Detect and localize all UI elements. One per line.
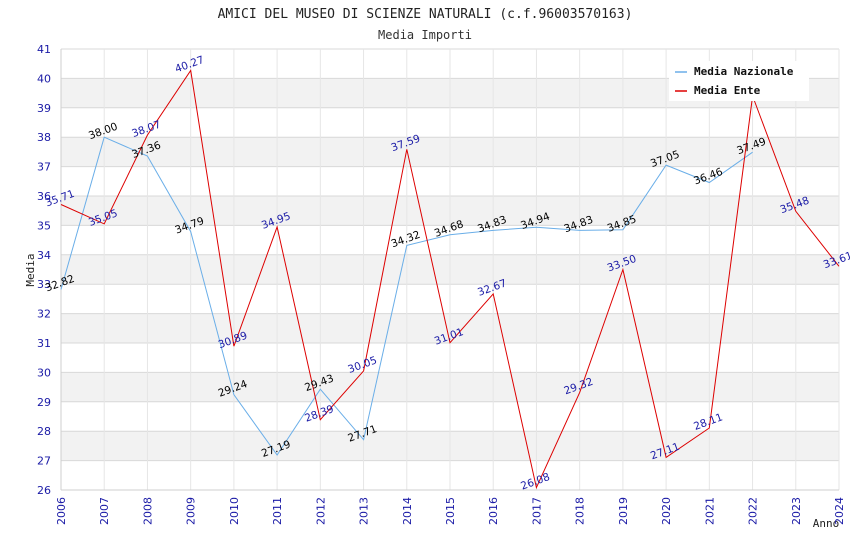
x-axis-label: Anno [813,517,840,530]
y-tick-label: 26 [37,484,51,497]
y-tick-label: 29 [37,396,51,409]
y-tick-label: 35 [37,219,51,232]
series-line-media-ente [60,69,840,490]
data-label: 26.08 [519,471,551,493]
x-tick-label: 2007 [98,497,111,525]
y-tick-label: 31 [37,337,51,350]
x-tick-label: 2006 [55,497,68,525]
x-tick-label: 2019 [617,497,630,525]
series-line-media-nazionale [60,136,753,456]
x-tick-label: 2022 [747,497,760,525]
x-tick-labels: 2006 2007 2008 2009 2010 2011 2012 2013 2014 2015… [55,497,846,525]
x-tick-label: 2017 [530,497,543,525]
y-tick-label: 40 [37,72,51,85]
legend: Media Nazionale Media Ente [669,61,809,101]
x-tick-label: 2023 [790,497,803,525]
y-tick-label: 28 [37,425,51,438]
x-tick-label: 2014 [401,497,414,525]
x-tick-label: 2010 [228,497,241,525]
x-tick-label: 2011 [271,497,284,525]
y-tick-label: 39 [37,102,51,115]
x-tick-label: 2018 [574,497,587,525]
x-tick-label: 2015 [444,497,457,525]
y-tick-label: 36 [37,190,51,203]
y-tick-label: 27 [37,455,51,468]
y-tick-label: 32 [37,308,51,321]
y-tick-label: 38 [37,131,51,144]
y-tick-labels: 26 27 28 29 30 31 32 33 34 35 36 37 38 39 40 41 [37,43,51,497]
x-tick-label: 2024 [833,497,846,525]
x-tick-label: 2013 [358,497,371,525]
chart-title: AMICI DEL MUSEO DI SCIENZE NATURALI (c.f… [218,7,633,22]
y-tick-label: 30 [37,366,51,379]
data-label: 34.32 [390,229,422,251]
series-lines [60,69,840,490]
y-axis-label: Media [24,253,37,286]
legend-label-media-ente: Media Ente [694,84,761,97]
legend-box [669,61,809,101]
x-tick-label: 2016 [487,497,500,525]
data-label: 36.46 [692,166,725,188]
x-tick-label: 2012 [314,497,327,525]
y-tick-label: 37 [37,161,51,174]
x-tick-label: 2021 [703,497,716,525]
y-tick-label: 34 [37,249,51,262]
legend-label-media-nazionale: Media Nazionale [694,65,794,78]
data-label: 32.82 [44,273,76,295]
x-tick-label: 2009 [185,497,198,525]
x-tick-label: 2020 [660,497,673,525]
chart-subtitle: Media Importi [378,28,472,42]
data-label: 28.39 [303,403,335,425]
y-tick-label: 33 [37,278,51,291]
data-label: 28.11 [692,411,724,433]
x-tick-label: 2008 [141,497,154,525]
y-tick-label: 41 [37,43,51,56]
